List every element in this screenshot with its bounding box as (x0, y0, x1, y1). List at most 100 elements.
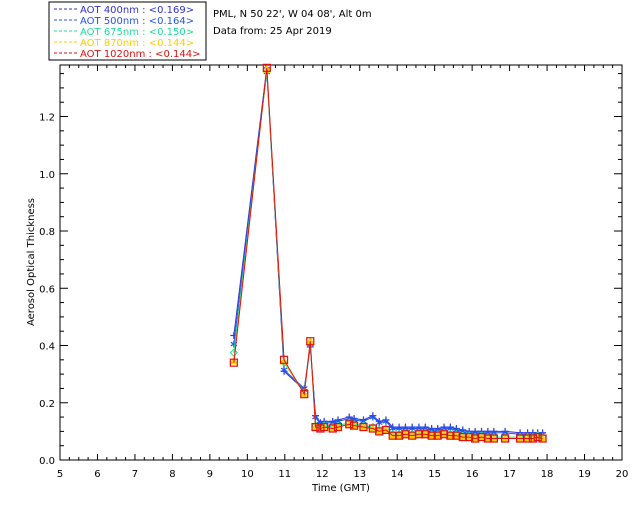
legend-label: AOT 400nm : <0.169> (80, 5, 194, 16)
data-point (439, 430, 449, 439)
y-axis: 0.0 0.2 0.4 0.6 0.8 1.0 1.2 (39, 73, 622, 467)
marker-stroke (440, 426, 448, 431)
data-point (311, 422, 320, 432)
data-point (229, 358, 238, 367)
x-tick-label: 19 (578, 469, 591, 480)
data-point (280, 366, 288, 374)
data-point (229, 348, 239, 357)
data-point (452, 431, 461, 440)
marker-stroke (312, 414, 319, 420)
marker-stroke (402, 426, 409, 431)
marker-stroke (389, 426, 397, 431)
x-tick-label: 8 (169, 469, 175, 480)
series-line (233, 67, 543, 434)
data-point (368, 424, 377, 433)
x-tick-label: 12 (316, 469, 329, 480)
y-tick-label: 1.2 (39, 113, 55, 124)
data-point (359, 422, 368, 432)
x-tick-label: 15 (428, 469, 441, 480)
legend-label: AOT 870nm : <0.144> (80, 38, 194, 49)
marker-stroke (350, 417, 358, 423)
y-tick-label: 0.8 (39, 227, 55, 238)
data-point (427, 431, 436, 440)
y-tick-label: 0.2 (39, 399, 55, 410)
marker-stroke (447, 426, 454, 431)
data-point (382, 417, 390, 425)
data-point (375, 419, 383, 427)
data-point (433, 431, 442, 440)
y-tick-label: 1.0 (39, 170, 55, 181)
marker-stroke (300, 386, 308, 391)
x-tick-label: 17 (503, 469, 516, 480)
data-point (369, 413, 377, 421)
data-point (501, 434, 510, 443)
x-tick-label: 16 (466, 469, 479, 480)
date-info: Data from: 25 Apr 2019 (213, 26, 332, 37)
data-point (483, 434, 492, 443)
marker-stroke (484, 430, 492, 436)
marker-stroke (382, 419, 390, 424)
marker-stroke (334, 419, 342, 424)
data-point (388, 431, 397, 440)
x-tick-label: 14 (391, 469, 404, 480)
data-point (523, 434, 532, 443)
data-point (446, 431, 455, 440)
x-tick-label: 18 (541, 469, 554, 480)
marker-stroke (375, 420, 383, 426)
data-point (458, 433, 467, 442)
data-point (345, 420, 354, 429)
legend-label: AOT 500nm : <0.164> (80, 16, 194, 27)
series-line (233, 70, 543, 438)
marker-stroke (459, 429, 467, 434)
data-point (350, 421, 359, 430)
x-tick-label: 10 (241, 469, 254, 480)
data-point (320, 422, 329, 432)
series-line (233, 67, 543, 440)
data-point (421, 430, 430, 439)
marker-stroke (434, 427, 441, 433)
x-tick-label: 5 (57, 469, 63, 480)
marker-stroke (395, 426, 403, 431)
data-point (538, 434, 547, 443)
y-tick-label: 0.0 (39, 456, 55, 467)
series-line (233, 69, 543, 440)
marker-stroke (501, 430, 509, 436)
marker-stroke (490, 430, 498, 436)
data-point (279, 355, 289, 364)
data-point (489, 434, 498, 443)
marker-stroke (453, 427, 460, 433)
x-axis-label: Time (GMT) (311, 483, 370, 494)
y-tick-label: 0.6 (39, 284, 55, 295)
legend-label: AOT 1020nm : <0.144> (80, 49, 200, 60)
data-point (465, 433, 474, 442)
series-line (233, 72, 543, 435)
data-point (533, 433, 542, 442)
x-tick-label: 7 (132, 469, 138, 480)
legend-label: AOT 675nm : <0.150> (80, 27, 194, 38)
marker-stroke (408, 426, 416, 431)
data-point (306, 337, 315, 346)
data-point (471, 434, 480, 443)
data-point (381, 425, 391, 435)
x-tick-label: 13 (353, 469, 366, 480)
marker-stroke (415, 426, 423, 431)
legend: AOT 400nm : <0.169>AOT 500nm : <0.164>AO… (48, 1, 207, 61)
marker-stroke (345, 416, 353, 421)
series-layer (229, 63, 547, 443)
x-tick-label: 9 (207, 469, 213, 480)
marker-stroke (280, 367, 288, 373)
data-point (414, 430, 424, 439)
data-point (528, 434, 537, 443)
x-tick-label: 6 (94, 469, 100, 480)
marker-stroke (471, 430, 479, 436)
marker-stroke (369, 414, 377, 420)
x-tick-label: 11 (278, 469, 291, 480)
station-info: PML, N 50 22', W 04 08', Alt 0m (213, 9, 372, 20)
x-tick-label: 20 (616, 469, 629, 480)
marker-stroke (421, 426, 429, 431)
data-point (477, 433, 486, 442)
series (229, 63, 547, 443)
y-tick-label: 0.4 (39, 342, 55, 353)
